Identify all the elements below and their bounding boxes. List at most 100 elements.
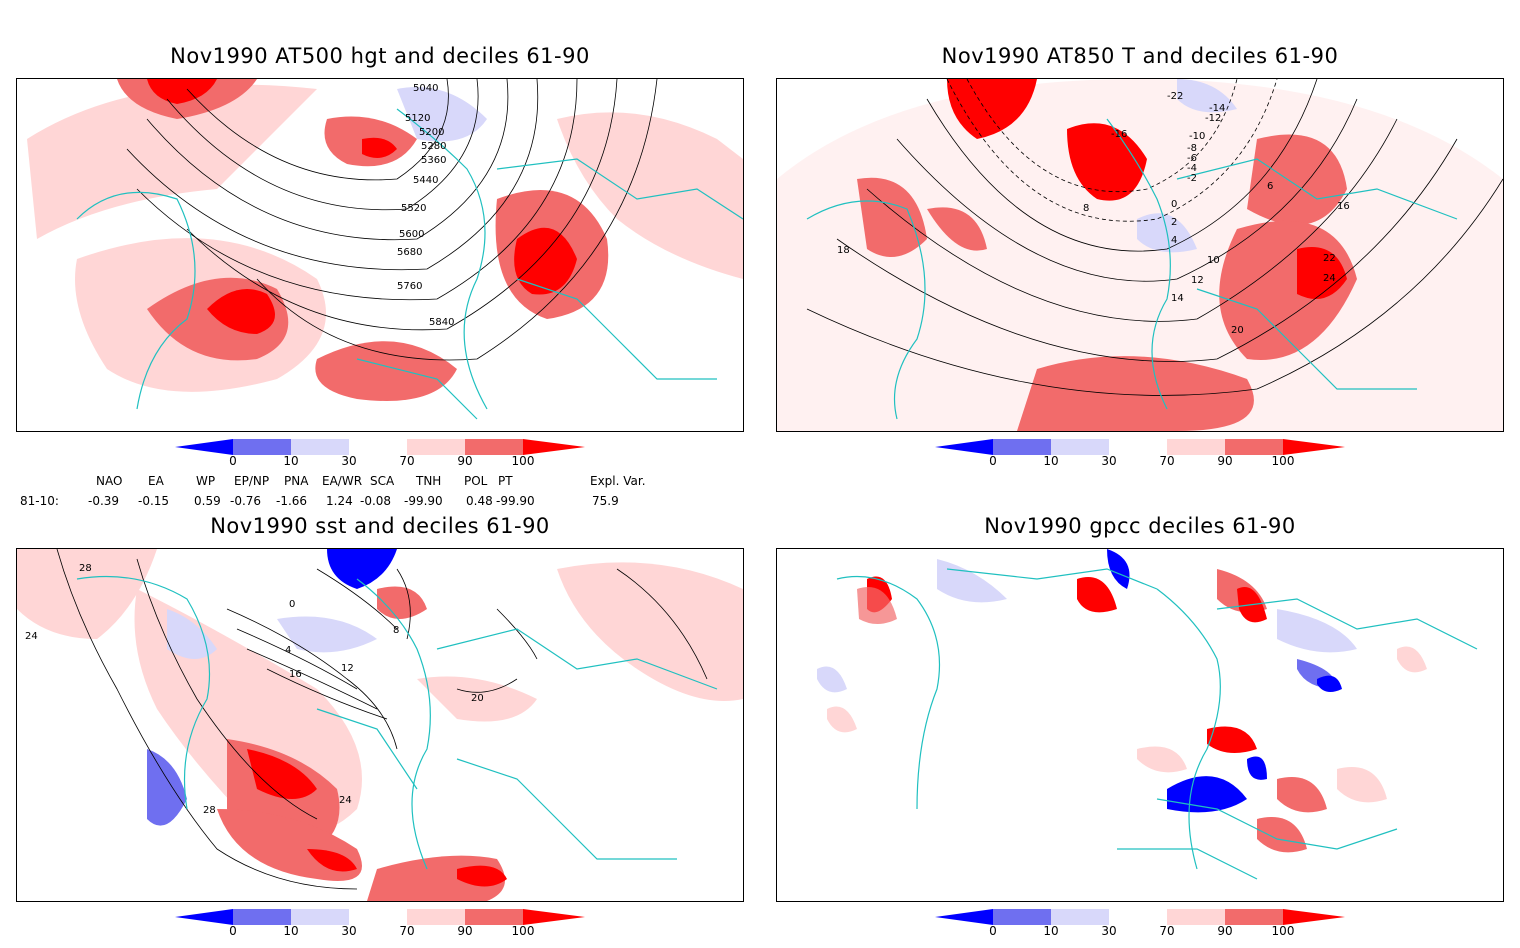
index-header: NAO: [96, 474, 123, 488]
contour-label: 14: [1171, 293, 1184, 304]
contour-label: 24: [1323, 273, 1336, 284]
colorbar-swatch: [1283, 909, 1345, 925]
colorbar-label: 90: [1217, 454, 1233, 468]
contour-label: 20: [1231, 325, 1244, 336]
map-gpcc-canvas: [817, 549, 1478, 880]
colorbar-label: 90: [457, 924, 473, 938]
colorbar-swatch: [1283, 439, 1345, 455]
index-value: -99.90: [496, 494, 535, 508]
map-t850-canvas: -22 -14 -12 -16 -10 -8 -6 -4 -2 0 2 4 6 …: [777, 79, 1503, 431]
colorbar-swatch: [407, 439, 465, 455]
contour-label: -16: [1111, 129, 1127, 140]
colorbar-swatch: [175, 909, 233, 925]
panel-title-sst: Nov1990 sst and deciles 61-90: [210, 514, 550, 538]
colorbar-swatch: [1225, 909, 1283, 925]
map-t850: -22 -14 -12 -16 -10 -8 -6 -4 -2 0 2 4 6 …: [776, 78, 1504, 432]
contour-label: 5440: [413, 175, 438, 186]
map-sst: 28 24 0 4 8 12 16 20 24 28: [16, 548, 744, 902]
colorbar-label: 30: [341, 454, 357, 468]
map-hgt500: 5040 5120 5200 5280 5360 5440 5520 5600 …: [16, 78, 744, 432]
colorbar-label: 70: [399, 454, 415, 468]
contour-label: 10: [1207, 255, 1220, 266]
colorbar-swatch: [465, 439, 523, 455]
index-header: WP: [196, 474, 216, 488]
colorbar-label: 0: [229, 924, 237, 938]
colorbar-swatch: [935, 439, 993, 455]
map-gpcc: [776, 548, 1504, 902]
colorbar-label: 100: [511, 454, 535, 468]
index-header: SCA: [370, 474, 395, 488]
colorbar-label: 0: [989, 454, 997, 468]
index-value: -0.39: [88, 494, 120, 508]
panel-title-hgt500: Nov1990 AT500 hgt and deciles 61-90: [170, 44, 590, 68]
contour-label: -22: [1167, 91, 1183, 102]
contour-label: 5760: [397, 281, 422, 292]
colorbar-swatch: [1051, 439, 1109, 455]
index-header: Expl. Var.: [590, 474, 646, 488]
colorbar-swatch: [523, 439, 585, 455]
contour-label: 8: [1083, 203, 1089, 214]
colorbar-swatch: [1167, 439, 1225, 455]
contour-label: 5680: [397, 247, 422, 258]
contour-label: 16: [289, 669, 302, 680]
contour-label: 20: [471, 693, 484, 704]
contour-label: 5040: [413, 83, 438, 94]
index-value: 75.9: [592, 494, 619, 508]
colorbar-swatch: [233, 909, 291, 925]
contour-label: 24: [25, 631, 38, 642]
contour-label: 0: [1171, 199, 1177, 210]
colorbar-label: 30: [1101, 924, 1117, 938]
map-sst-canvas: 28 24 0 4 8 12 16 20 24 28: [17, 549, 743, 901]
colorbar-label: 30: [1101, 454, 1117, 468]
colorbar-swatch: [1225, 439, 1283, 455]
colorbar-swatch: [1109, 439, 1167, 455]
index-value: -0.76: [230, 494, 262, 508]
contour-label: 4: [1171, 235, 1177, 246]
colorbar-swatch: [1167, 909, 1225, 925]
colorbar-label: 10: [1043, 924, 1059, 938]
colorbar-label: 100: [1271, 454, 1295, 468]
contour-label: 12: [341, 663, 354, 674]
contour-label: 5280: [421, 141, 446, 152]
index-value: -1.66: [276, 494, 308, 508]
index-row-label: 81-10:: [20, 494, 59, 508]
contour-label: 5840: [429, 317, 454, 328]
index-value: 0.48: [466, 494, 493, 508]
panel-title-gpcc: Nov1990 gpcc deciles 61-90: [984, 514, 1296, 538]
colorbar-swatch: [349, 439, 407, 455]
contour-label: 12: [1191, 275, 1204, 286]
contour-label: 4: [285, 645, 291, 656]
contour-label: 28: [79, 563, 92, 574]
colorbar-swatch: [993, 439, 1051, 455]
colorbar-swatch: [1051, 909, 1109, 925]
colorbar-label: 70: [1159, 924, 1175, 938]
colorbar-swatch: [233, 439, 291, 455]
index-header: PNA: [284, 474, 309, 488]
index-value: 0.59: [194, 494, 221, 508]
index-header: EA/WR: [322, 474, 363, 488]
contour-label: 5120: [405, 113, 430, 124]
contour-label: 28: [203, 805, 216, 816]
colorbar-label: 30: [341, 924, 357, 938]
contour-label: 24: [339, 795, 352, 806]
contour-label: 5360: [421, 155, 446, 166]
contour-label: -4: [1187, 163, 1197, 174]
colorbar-swatch: [349, 909, 407, 925]
index-value: -99.90: [404, 494, 443, 508]
colorbar-swatch: [291, 909, 349, 925]
map-hgt500-canvas: 5040 5120 5200 5280 5360 5440 5520 5600 …: [17, 79, 743, 431]
colorbar-label: 10: [1043, 454, 1059, 468]
index-value: -0.08: [360, 494, 392, 508]
colorbar-label: 90: [1217, 924, 1233, 938]
contour-label: -12: [1205, 113, 1221, 124]
index-header: TNH: [416, 474, 442, 488]
colorbar-label: 100: [511, 924, 535, 938]
colorbar-label: 90: [457, 454, 473, 468]
colorbar-1: 0 10 30 70 90 100: [175, 438, 595, 478]
contour-label: 0: [289, 599, 295, 610]
colorbar-label: 0: [229, 454, 237, 468]
index-header: EA: [148, 474, 164, 488]
contour-label: 5520: [401, 203, 426, 214]
colorbar-label: 0: [989, 924, 997, 938]
contour-label: 8: [393, 625, 399, 636]
